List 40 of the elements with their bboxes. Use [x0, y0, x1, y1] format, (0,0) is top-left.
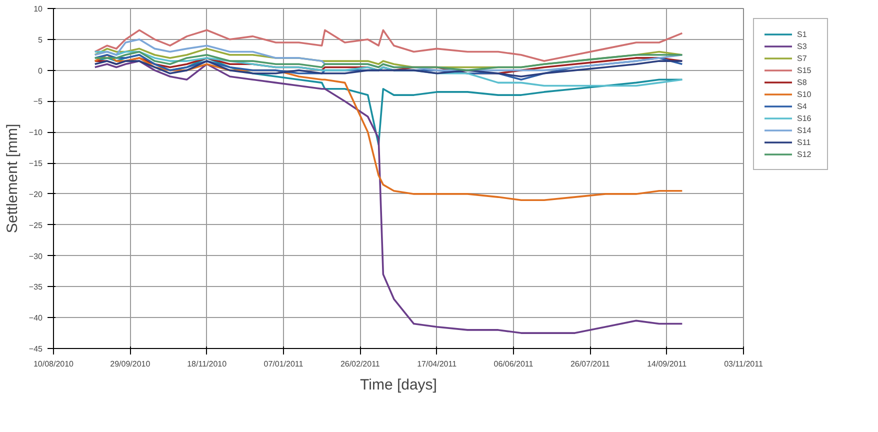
y-tick-label: 5	[38, 35, 44, 44]
x-tick-label: 10/08/2010	[33, 360, 74, 368]
y-tick-label: 0	[38, 66, 44, 76]
x-tick-label: 17/04/2011	[417, 360, 458, 368]
y-tick-label: −5	[33, 97, 44, 106]
x-axis-title: Time [days]	[360, 376, 437, 394]
y-tick-label: −40	[28, 314, 44, 323]
legend-label: S7	[797, 53, 808, 63]
legend-label: S1	[797, 29, 808, 39]
x-tick-label: 18/11/2010	[187, 360, 228, 368]
y-tick-label: −30	[28, 252, 44, 261]
legend-label: S10	[797, 89, 812, 99]
x-tick-label: 03/11/2011	[724, 360, 764, 368]
y-tick-label: −15	[28, 159, 44, 168]
line-series	[94, 54, 684, 202]
legend-label: S3	[797, 41, 808, 51]
y-tick-label: −35	[28, 282, 44, 292]
y-tick-label: −25	[28, 220, 44, 230]
x-tick-label: 26/07/2011	[570, 360, 610, 368]
legend-label: S11	[797, 137, 812, 147]
line-series	[94, 29, 684, 62]
y-tick-label: −45	[28, 344, 44, 354]
x-tick-label: 07/01/2011	[264, 360, 304, 368]
y-tick-label: −20	[28, 190, 44, 199]
line-series	[94, 60, 684, 78]
legend-label: S8	[797, 77, 808, 87]
legend-label: S16	[797, 113, 812, 123]
line-series	[94, 50, 684, 87]
legend-label: S15	[797, 65, 812, 75]
x-tick-label: 06/06/2011	[494, 360, 534, 368]
x-tick-label: 29/09/2010	[110, 360, 151, 368]
line-series	[94, 60, 684, 334]
y-tick-label: 10	[34, 4, 44, 14]
y-tick-label: −10	[28, 128, 44, 138]
x-tick-label: 14/09/2011	[647, 360, 688, 368]
legend-label: S12	[797, 149, 812, 159]
x-tick-label: 26/02/2011	[340, 360, 380, 368]
y-axis-title: Settlement [mm]	[4, 124, 21, 234]
legend-label: S14	[797, 125, 812, 135]
legend-label: S4	[797, 101, 808, 111]
